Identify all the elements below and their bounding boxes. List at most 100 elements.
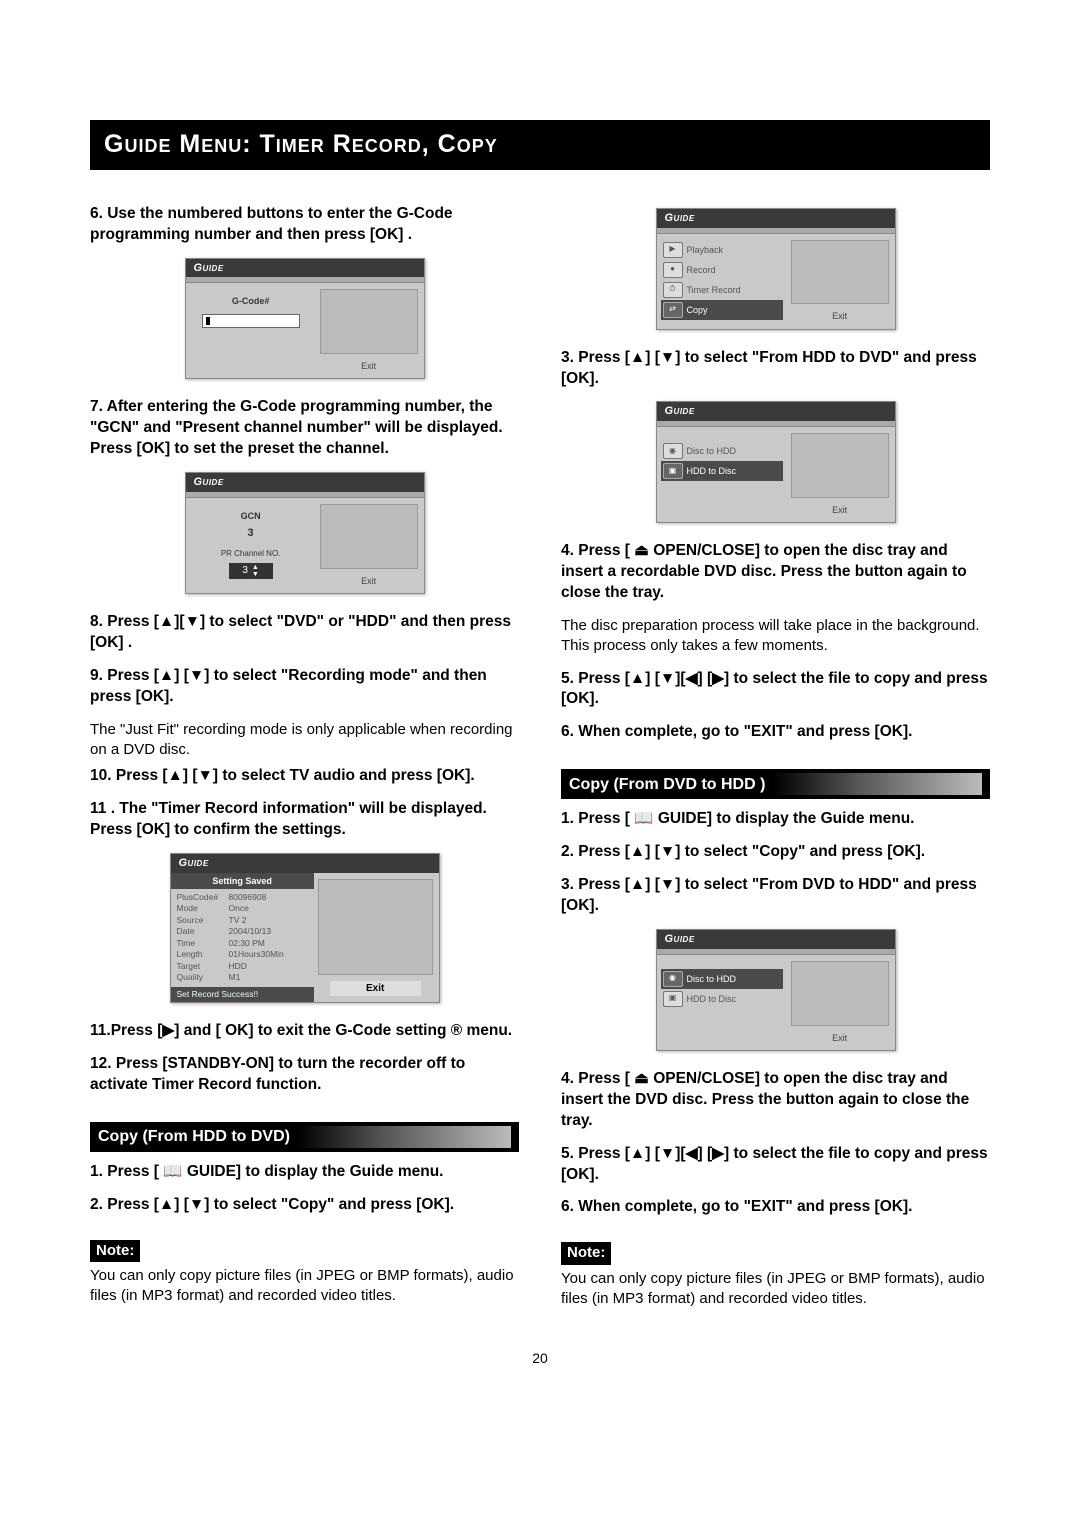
menu-copy: ⇄Copy (661, 300, 783, 320)
saved-key: PlusCode# (177, 892, 229, 903)
section-dvd-to-hdd: Copy (From DVD to HDD ) (561, 769, 990, 799)
menu-disc-to-hdd: ◉ Disc to HDD (661, 969, 783, 989)
guide-title: Guide (657, 402, 895, 421)
menu-label: HDD to Disc (687, 993, 737, 1005)
note-text: You can only copy picture files (in JPEG… (561, 1269, 990, 1310)
saved-val: TV 2 (229, 915, 247, 926)
preview-pane (318, 879, 433, 975)
hdd-step-1: 1. Press [ 📖 GUIDE] to display the Guide… (90, 1163, 443, 1180)
menu-playback: ▶ Playback (661, 240, 783, 260)
saved-val: 2004/10/13 (229, 926, 272, 937)
right-step-6: 6. When complete, go to "EXIT" and press… (561, 723, 912, 740)
saved-title: Setting Saved (171, 873, 314, 889)
step-11b: 11.Press [▶] and [ OK] to exit the G-Cod… (90, 1022, 512, 1039)
menu-label: Disc to HDD (687, 973, 737, 985)
pr-channel-value: 3 (242, 564, 248, 578)
note-badge: Note: (561, 1242, 611, 1264)
step-10: 10. Press [▲] [▼] to select TV audio and… (90, 767, 475, 784)
preview-pane (791, 240, 889, 305)
saved-key: Target (177, 961, 229, 972)
saved-val: Once (229, 903, 249, 914)
spinner-icon: ▲▼ (252, 564, 259, 578)
exit-label: Exit (791, 310, 889, 322)
step-6: 6. Use the numbered buttons to enter the… (90, 205, 453, 243)
gcode-input (202, 314, 300, 328)
saved-key: Source (177, 915, 229, 926)
saved-key: Date (177, 926, 229, 937)
dvd-step-6: 6. When complete, go to "EXIT" and press… (561, 1198, 912, 1215)
right-step-4: 4. Press [ ⏏ OPEN/CLOSE] to open the dis… (561, 542, 967, 601)
page-number: 20 (90, 1349, 990, 1368)
saved-key: Time (177, 938, 229, 949)
preview-pane (791, 961, 889, 1026)
hdd-icon: ▣ (663, 463, 683, 479)
gcn-value: 3 (190, 522, 312, 545)
exit-button: Exit (330, 981, 421, 997)
section-hdd-to-dvd: Copy (From HDD to DVD) (90, 1122, 519, 1152)
menu-label: HDD to Disc (687, 465, 737, 477)
step-11: 11 . The "Timer Record information" will… (90, 800, 487, 838)
pr-channel-box: 3 ▲▼ (229, 563, 273, 579)
guide-gcn: Guide GCN 3 PR Channel NO. 3 ▲▼ Exit (185, 472, 425, 594)
guide-title: Guide (171, 854, 439, 873)
hdd-icon: ▣ (663, 991, 683, 1007)
menu-label: Playback (687, 244, 724, 256)
record-icon: ● (663, 262, 683, 278)
guide-title: Guide (657, 930, 895, 949)
right-column: Guide ▶Playback ●Record ⏱Timer Record ⇄C… (561, 198, 990, 1309)
step-8: 8. Press [▲][▼] to select "DVD" or "HDD"… (90, 613, 511, 651)
guide-main-menu: Guide ▶ Playback ● Record ⏱ Timer Record ⇄C… (656, 208, 896, 330)
dvd-step-5: 5. Press [▲] [▼][◀] [▶] to select the fi… (561, 1145, 988, 1183)
menu-label: Timer Record (687, 284, 741, 296)
saved-val: 01Hours30Min (229, 949, 284, 960)
menu-record: ● Record (661, 260, 783, 280)
note-text: You can only copy picture files (in JPEG… (90, 1266, 519, 1307)
exit-label: Exit (791, 504, 889, 516)
timer-icon: ⏱ (663, 282, 683, 298)
saved-footer: Set Record Success!! (171, 987, 314, 1002)
menu-hdd-to-disc: ▣ HDD to Disc (661, 989, 783, 1009)
guide-copy-menu-2: Guide ◉Disc to HDD ▣HDD to Disc Exit (656, 929, 896, 1051)
saved-key: Mode (177, 903, 229, 914)
right-step-3: 3. Press [▲] [▼] to select "From HDD to … (561, 349, 977, 387)
dvd-step-3: 3. Press [▲] [▼] to select "From DVD to … (561, 876, 977, 914)
right-step-5: 5. Press [▲] [▼][◀] [▶] to select the fi… (561, 670, 988, 708)
saved-table: PlusCode#80096908 ModeOnce SourceTV 2 Da… (171, 889, 314, 987)
pr-channel-label: PR Channel NO. (190, 549, 312, 560)
disc-icon: ◉ (663, 443, 683, 459)
dvd-step-1: 1. Press [ 📖 GUIDE] to display the Guide… (561, 810, 914, 827)
exit-label: Exit (320, 360, 418, 372)
right-step-4-note: The disc preparation process will take p… (561, 616, 990, 657)
section-title: Copy (From HDD to DVD) (98, 1126, 290, 1148)
step-12: 12. Press [STANDBY-ON] to turn the recor… (90, 1055, 465, 1093)
saved-val: 80096908 (229, 892, 267, 903)
step-9: 9. Press [▲] [▼] to select "Recording mo… (90, 667, 487, 705)
menu-hdd-to-disc: ▣ HDD to Disc (661, 461, 783, 481)
saved-val: HDD (229, 961, 247, 972)
saved-val: M1 (229, 972, 241, 983)
left-column: 6. Use the numbered buttons to enter the… (90, 198, 519, 1309)
disc-icon: ◉ (663, 971, 683, 987)
gcn-label: GCN (190, 504, 312, 522)
hdd-step-2: 2. Press [▲] [▼] to select "Copy" and pr… (90, 1196, 454, 1213)
menu-disc-to-hdd: ◉Disc to HDD (661, 441, 783, 461)
preview-pane (320, 504, 418, 569)
guide-title: Guide (186, 259, 424, 278)
menu-label: Record (687, 264, 716, 276)
playback-icon: ▶ (663, 242, 683, 258)
section-title: Copy (From DVD to HDD ) (569, 774, 765, 796)
note-badge: Note: (90, 1240, 140, 1262)
guide-title: Guide (657, 209, 895, 228)
guide-copy-menu-1: Guide ◉Disc to HDD ▣ HDD to Disc Exit (656, 401, 896, 523)
preview-pane (791, 433, 889, 498)
guide-gcode: Guide G-Code# - - - - - - - - Exit (185, 258, 425, 380)
dvd-step-4: 4. Press [ ⏏ OPEN/CLOSE] to open the dis… (561, 1070, 969, 1129)
saved-key: Quality (177, 972, 229, 983)
dvd-step-2: 2. Press [▲] [▼] to select "Copy" and pr… (561, 843, 925, 860)
guide-saved: Guide Setting Saved PlusCode#80096908 Mo… (170, 853, 440, 1003)
menu-timer-record: ⏱ Timer Record (661, 280, 783, 300)
saved-key: Length (177, 949, 229, 960)
saved-val: 02:30 PM (229, 938, 265, 949)
copy-icon: ⇄ (663, 302, 683, 318)
page-title: Guide Menu: Timer Record, Copy (90, 120, 990, 170)
